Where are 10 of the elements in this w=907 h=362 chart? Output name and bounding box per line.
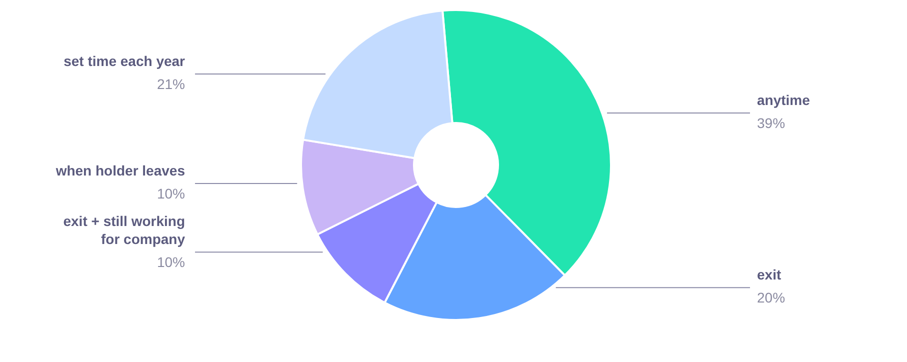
slice-label: when holder leaves	[54, 162, 186, 179]
data-label: 10%	[156, 186, 185, 202]
slice-label: exit + still working for company	[63, 213, 186, 248]
data-label: 39%	[757, 114, 786, 131]
slice-label: set time each year	[64, 53, 186, 70]
data-label: 21%	[156, 76, 185, 92]
slice-label: exit	[757, 266, 782, 283]
data-label: 10%	[156, 254, 185, 270]
slice-label: anytime	[757, 92, 810, 108]
data-label: 20%	[757, 290, 786, 306]
